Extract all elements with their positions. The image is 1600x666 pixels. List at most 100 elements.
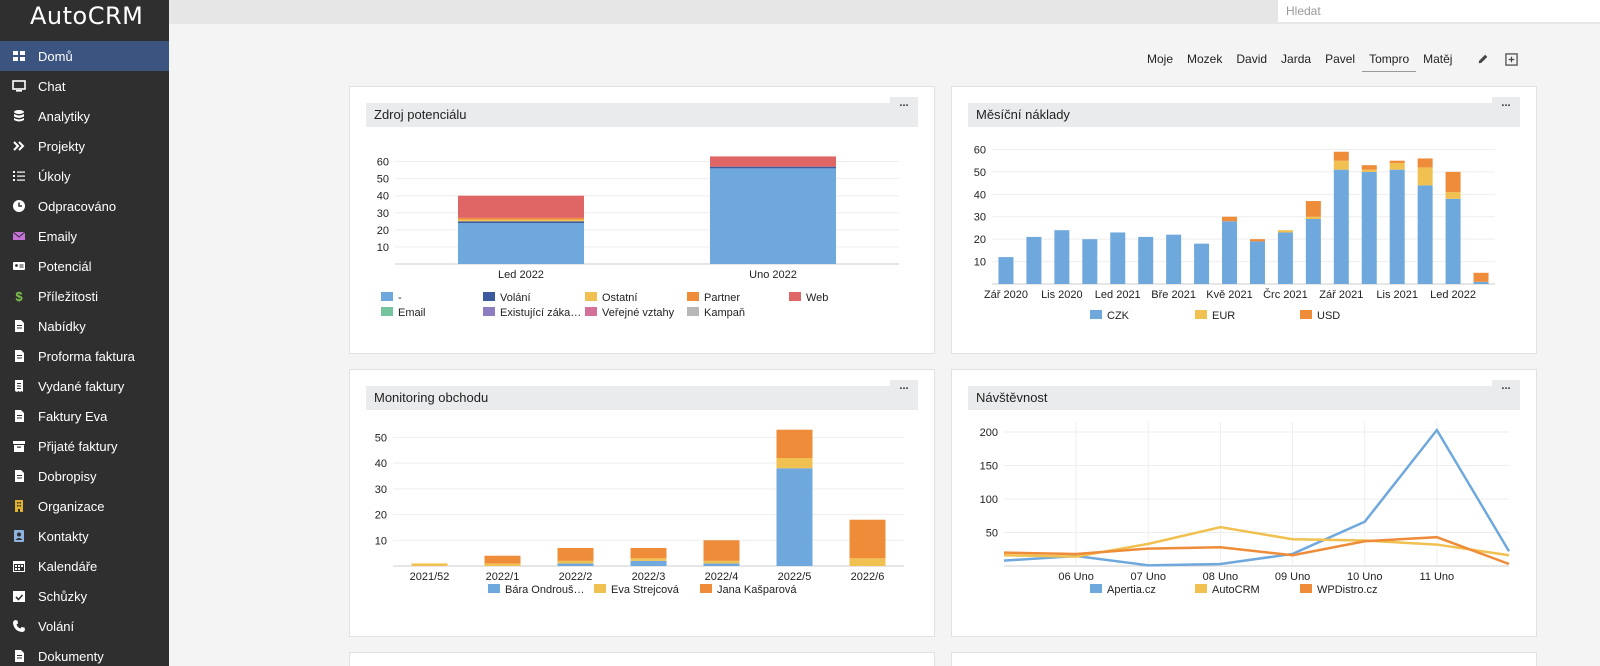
y-tick-label: 50: [986, 528, 998, 540]
bar-segment: [1166, 234, 1182, 284]
sidebar-item[interactable]: Emaily: [0, 221, 169, 251]
bar-segment: [484, 555, 521, 564]
sidebar-item[interactable]: Volání: [0, 611, 169, 641]
sidebar-item[interactable]: Kontakty: [0, 521, 169, 551]
chart-costs: 10 20 30 40 50 60 Zář 2020 Lis 2020 Led 2021 Bře …: [974, 144, 1495, 322]
document-icon: [0, 649, 38, 663]
y-tick-label: 20: [377, 225, 389, 237]
pencil-icon[interactable]: [1469, 46, 1497, 72]
sidebar-item[interactable]: Analytiky: [0, 101, 169, 131]
sidebar-item[interactable]: Přijaté faktury: [0, 431, 169, 461]
legend-label: Partner: [704, 292, 740, 304]
sidebar-item[interactable]: Chat: [0, 71, 169, 101]
sidebar-item[interactable]: Domů: [0, 41, 169, 71]
tab[interactable]: Moje: [1147, 52, 1174, 66]
bar-segment: [1361, 171, 1377, 284]
legend-swatch: [483, 292, 495, 301]
tab[interactable]: Jarda: [1281, 52, 1312, 66]
sidebar: AutoCRM Domů Chat Analytiky Projekty Úkoly Od…: [0, 0, 169, 666]
bar-segment: [849, 519, 886, 559]
bar-segment: [1333, 151, 1349, 161]
panel-monitoring: Monitoring obchodu ... 10 20 30 40 50 2021/52…: [349, 369, 935, 637]
x-tick-label: Led 2022: [1430, 289, 1476, 301]
sidebar-item[interactable]: Vydané faktury: [0, 371, 169, 401]
tab[interactable]: Mozek: [1187, 52, 1223, 66]
sidebar-item[interactable]: Proforma faktura: [0, 341, 169, 371]
sidebar-item-label: Chat: [38, 78, 66, 94]
sidebar-item[interactable]: Dokumenty: [0, 641, 169, 666]
sidebar-item-label: Příležitosti: [38, 288, 98, 304]
sidebar-item[interactable]: Úkoly: [0, 161, 169, 191]
sidebar-item[interactable]: Potenciál: [0, 251, 169, 281]
sidebar-item[interactable]: Odpracováno: [0, 191, 169, 221]
legend-swatch: [1195, 584, 1207, 593]
y-tick-label: 60: [974, 144, 986, 156]
document-icon: [0, 409, 38, 423]
y-tick-label: 10: [377, 242, 389, 254]
bar-segment: [1110, 232, 1126, 284]
y-tick-label: 50: [974, 167, 986, 179]
bar-segment: [458, 223, 584, 264]
sidebar-item-label: Odpracováno: [38, 198, 117, 214]
legend-label: Jana Kašparová: [717, 584, 797, 596]
sidebar-item[interactable]: Kalendáře: [0, 551, 169, 581]
legend-swatch: [687, 292, 699, 301]
tab[interactable]: Matěj: [1423, 52, 1453, 66]
bar-segment: [1389, 162, 1405, 170]
panel-menu-button[interactable]: ...: [1492, 97, 1520, 113]
x-tick-label: Bře 2021: [1151, 289, 1196, 301]
legend-label: Volání: [500, 292, 531, 304]
legend-swatch: [1090, 584, 1102, 593]
series-line: [1003, 525, 1510, 558]
x-tick-label: 2022/2: [559, 571, 593, 583]
sidebar-item-label: Domů: [38, 48, 73, 64]
archive-icon: [0, 439, 38, 453]
series-line: [1003, 535, 1510, 566]
bar-segment: [1445, 192, 1461, 199]
sidebar-item-label: Volání: [38, 618, 75, 634]
legend-swatch: [483, 307, 495, 316]
tab[interactable]: David: [1236, 52, 1268, 66]
sidebar-item[interactable]: $ Příležitosti: [0, 281, 169, 311]
bar-segment: [458, 217, 584, 220]
clock-icon: [0, 199, 38, 213]
panel-menu-button[interactable]: ...: [890, 380, 918, 396]
x-tick-label: 2021/52: [410, 571, 450, 583]
sidebar-item[interactable]: Organizace: [0, 491, 169, 521]
bar-segment: [1082, 239, 1098, 284]
panel-menu-button[interactable]: ...: [1492, 380, 1520, 396]
panel-title: Zdroj potenciálu: [366, 103, 918, 127]
calendar-check-icon: [0, 589, 38, 603]
legend-label: Apertia.cz: [1107, 584, 1156, 596]
sidebar-item-label: Projekty: [38, 138, 85, 154]
tab[interactable]: Tompro: [1362, 46, 1417, 72]
bar-segment: [1473, 272, 1489, 282]
sidebar-item-label: Schůzky: [38, 588, 88, 604]
chart-monitoring: 10 20 30 40 50 2021/52 2022/1 2022/2 2022/3 2022/…: [375, 429, 904, 596]
legend-swatch: [700, 584, 712, 593]
sidebar-item[interactable]: Faktury Eva: [0, 401, 169, 431]
y-tick-label: 150: [980, 461, 998, 473]
dashboard-grid-icon: [0, 49, 38, 63]
panel-menu-button[interactable]: ...: [890, 97, 918, 113]
sidebar-item-label: Proforma faktura: [38, 348, 135, 364]
sidebar-item[interactable]: Schůzky: [0, 581, 169, 611]
bar-segment: [776, 458, 813, 469]
x-tick-label: 2022/6: [851, 571, 885, 583]
bar-segment: [1445, 171, 1461, 193]
bar-segment: [1473, 281, 1489, 284]
legend-swatch: [1090, 310, 1102, 319]
y-tick-label: 40: [377, 191, 389, 203]
bar-segment: [998, 257, 1014, 284]
search-input[interactable]: [1278, 0, 1600, 22]
bar-segment: [1305, 218, 1321, 284]
tab[interactable]: Pavel: [1325, 52, 1356, 66]
x-tick-label: 06 Uno: [1058, 571, 1093, 583]
bar-segment: [1417, 167, 1433, 186]
add-square-icon[interactable]: [1497, 46, 1525, 72]
sidebar-item[interactable]: Nabídky: [0, 311, 169, 341]
sidebar-item[interactable]: Dobropisy: [0, 461, 169, 491]
app-logo[interactable]: AutoCRM: [30, 2, 144, 30]
sidebar-item[interactable]: Projekty: [0, 131, 169, 161]
legend-swatch: [488, 584, 500, 593]
